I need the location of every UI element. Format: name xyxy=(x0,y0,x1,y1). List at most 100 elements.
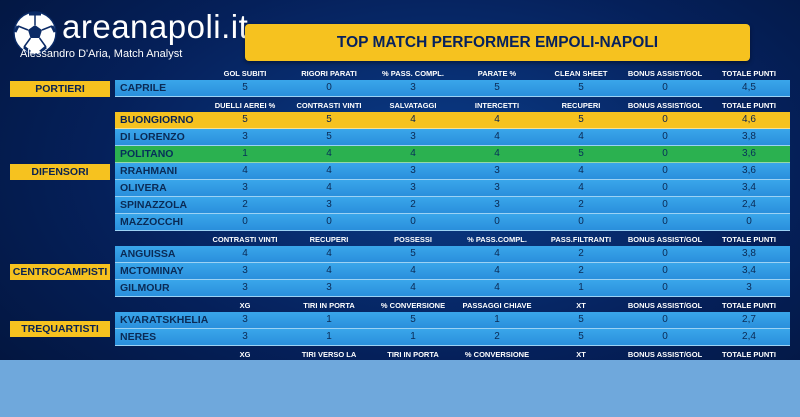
column-header: CONTRASTI VINTI xyxy=(212,235,278,244)
stat-value: 3,4 xyxy=(742,265,756,276)
table-row: CAPRILE 5 0 3 5 5 0 4,5 xyxy=(115,80,790,97)
column-header: SALVATAGGI xyxy=(389,101,437,110)
stat-value: 2 xyxy=(578,265,584,276)
stat-value: 4,5 xyxy=(742,82,756,93)
column-header: XG xyxy=(239,301,251,310)
stat-value: 0 xyxy=(326,82,332,93)
column-header: POSSESSI xyxy=(394,235,432,244)
stat-value: 4 xyxy=(494,265,500,276)
stat-value: 0 xyxy=(662,148,668,159)
stat-value: 2 xyxy=(494,331,500,342)
stat-value: 2 xyxy=(242,199,248,210)
stat-value: 3 xyxy=(746,282,752,293)
stat-value: 5 xyxy=(578,82,584,93)
footer-bar xyxy=(0,360,800,417)
table-row: GILMOUR 3 3 4 4 1 0 3 xyxy=(115,280,790,297)
stat-value: 0 xyxy=(662,331,668,342)
stat-value: 3 xyxy=(242,265,248,276)
stat-value: 3,8 xyxy=(742,248,756,259)
column-header: % PASS.COMPL. xyxy=(467,235,527,244)
stat-value: 4 xyxy=(494,114,500,125)
column-header: BONUS ASSIST/GOL xyxy=(627,350,703,359)
stat-value: 3 xyxy=(326,282,332,293)
stat-value: 3,6 xyxy=(742,148,756,159)
stat-value: 1 xyxy=(242,148,248,159)
stat-value: 0 xyxy=(410,216,416,227)
player-name: CAPRILE xyxy=(120,82,167,94)
stat-value: 2,4 xyxy=(742,199,756,210)
stat-value: 0 xyxy=(494,216,500,227)
column-header: INTERCETTI xyxy=(474,101,520,110)
column-header: CONTRASTI VINTI xyxy=(296,101,362,110)
player-name: POLITANO xyxy=(120,148,174,160)
stat-value: 3 xyxy=(494,182,500,193)
stat-value: 3 xyxy=(242,131,248,142)
stat-value: 3 xyxy=(242,331,248,342)
stat-value: 5 xyxy=(578,148,584,159)
stat-value: 1 xyxy=(494,314,500,325)
stat-value: 4 xyxy=(326,265,332,276)
stat-value: 3 xyxy=(410,82,416,93)
stat-value: 3,6 xyxy=(742,165,756,176)
soccer-ball-icon xyxy=(13,11,57,55)
stat-value: 3,8 xyxy=(742,131,756,142)
column-header: XG xyxy=(239,350,251,359)
stat-value: 4 xyxy=(326,165,332,176)
stat-value: 2,4 xyxy=(742,331,756,342)
column-header: BONUS ASSIST/GOL xyxy=(627,101,703,110)
stat-value: 0 xyxy=(662,282,668,293)
stat-value: 0 xyxy=(662,82,668,93)
player-name: OLIVERA xyxy=(120,182,167,194)
stat-value: 4 xyxy=(578,131,584,142)
table-row: ANGUISSA 4 4 5 4 2 0 3,8 xyxy=(115,246,790,263)
stat-value: 3,4 xyxy=(742,182,756,193)
player-name: DI LORENZO xyxy=(120,131,185,143)
stat-value: 4,6 xyxy=(742,114,756,125)
table-row: RRAHMANI 4 4 3 3 4 0 3,6 xyxy=(115,163,790,180)
stat-value: 3 xyxy=(242,182,248,193)
section-label: PORTIERI xyxy=(10,80,110,97)
stat-value: 4 xyxy=(578,165,584,176)
table-row: BUONGIORNO 5 5 4 4 5 0 4,6 xyxy=(115,112,790,129)
stat-value: 0 xyxy=(662,131,668,142)
stat-value: 4 xyxy=(410,265,416,276)
stat-value: 5 xyxy=(410,248,416,259)
column-header: RIGORI PARATI xyxy=(301,69,357,78)
column-header: PARATE % xyxy=(477,69,517,78)
stat-value: 3 xyxy=(494,165,500,176)
stat-value: 2,7 xyxy=(742,314,756,325)
stat-value: 4 xyxy=(326,248,332,259)
stat-value: 4 xyxy=(326,182,332,193)
stat-value: 4 xyxy=(410,148,416,159)
table-row: OLIVERA 3 4 3 3 4 0 3,4 xyxy=(115,180,790,197)
column-header: TOTALE PUNTI xyxy=(722,101,776,110)
stat-value: 5 xyxy=(578,331,584,342)
stat-value: 5 xyxy=(326,131,332,142)
brand-name: areanapoli.it xyxy=(62,8,249,45)
table-row: POLITANO 1 4 4 4 5 0 3,6 xyxy=(115,146,790,163)
stat-value: 0 xyxy=(662,182,668,193)
stat-value: 4 xyxy=(494,248,500,259)
section-header-row: GOL SUBITI RIGORI PARATI % PASS. COMPL. PAR… xyxy=(10,68,790,80)
column-header: TOTALE PUNTI xyxy=(722,69,776,78)
table-row: MAZZOCCHI 0 0 0 0 0 0 0 xyxy=(115,214,790,231)
column-header: XT xyxy=(576,350,586,359)
player-name: ANGUISSA xyxy=(120,248,176,260)
player-name: NERES xyxy=(120,331,157,343)
column-header: TOTALE PUNTI xyxy=(722,301,776,310)
stat-value: 0 xyxy=(662,199,668,210)
stat-value: 5 xyxy=(410,314,416,325)
stat-value: 3 xyxy=(326,199,332,210)
stat-value: 0 xyxy=(662,165,668,176)
page-title: TOP MATCH PERFORMER EMPOLI-NAPOLI xyxy=(245,24,750,61)
stat-value: 3 xyxy=(410,165,416,176)
stat-value: 1 xyxy=(578,282,584,293)
stat-value: 1 xyxy=(410,331,416,342)
stat-value: 4 xyxy=(242,248,248,259)
stat-value: 4 xyxy=(494,131,500,142)
stat-value: 4 xyxy=(410,282,416,293)
section-label: TREQUARTISTI xyxy=(10,321,110,337)
stat-value: 4 xyxy=(494,148,500,159)
stat-value: 0 xyxy=(662,216,668,227)
table-row: SPINAZZOLA 2 3 2 3 2 0 2,4 xyxy=(115,197,790,214)
